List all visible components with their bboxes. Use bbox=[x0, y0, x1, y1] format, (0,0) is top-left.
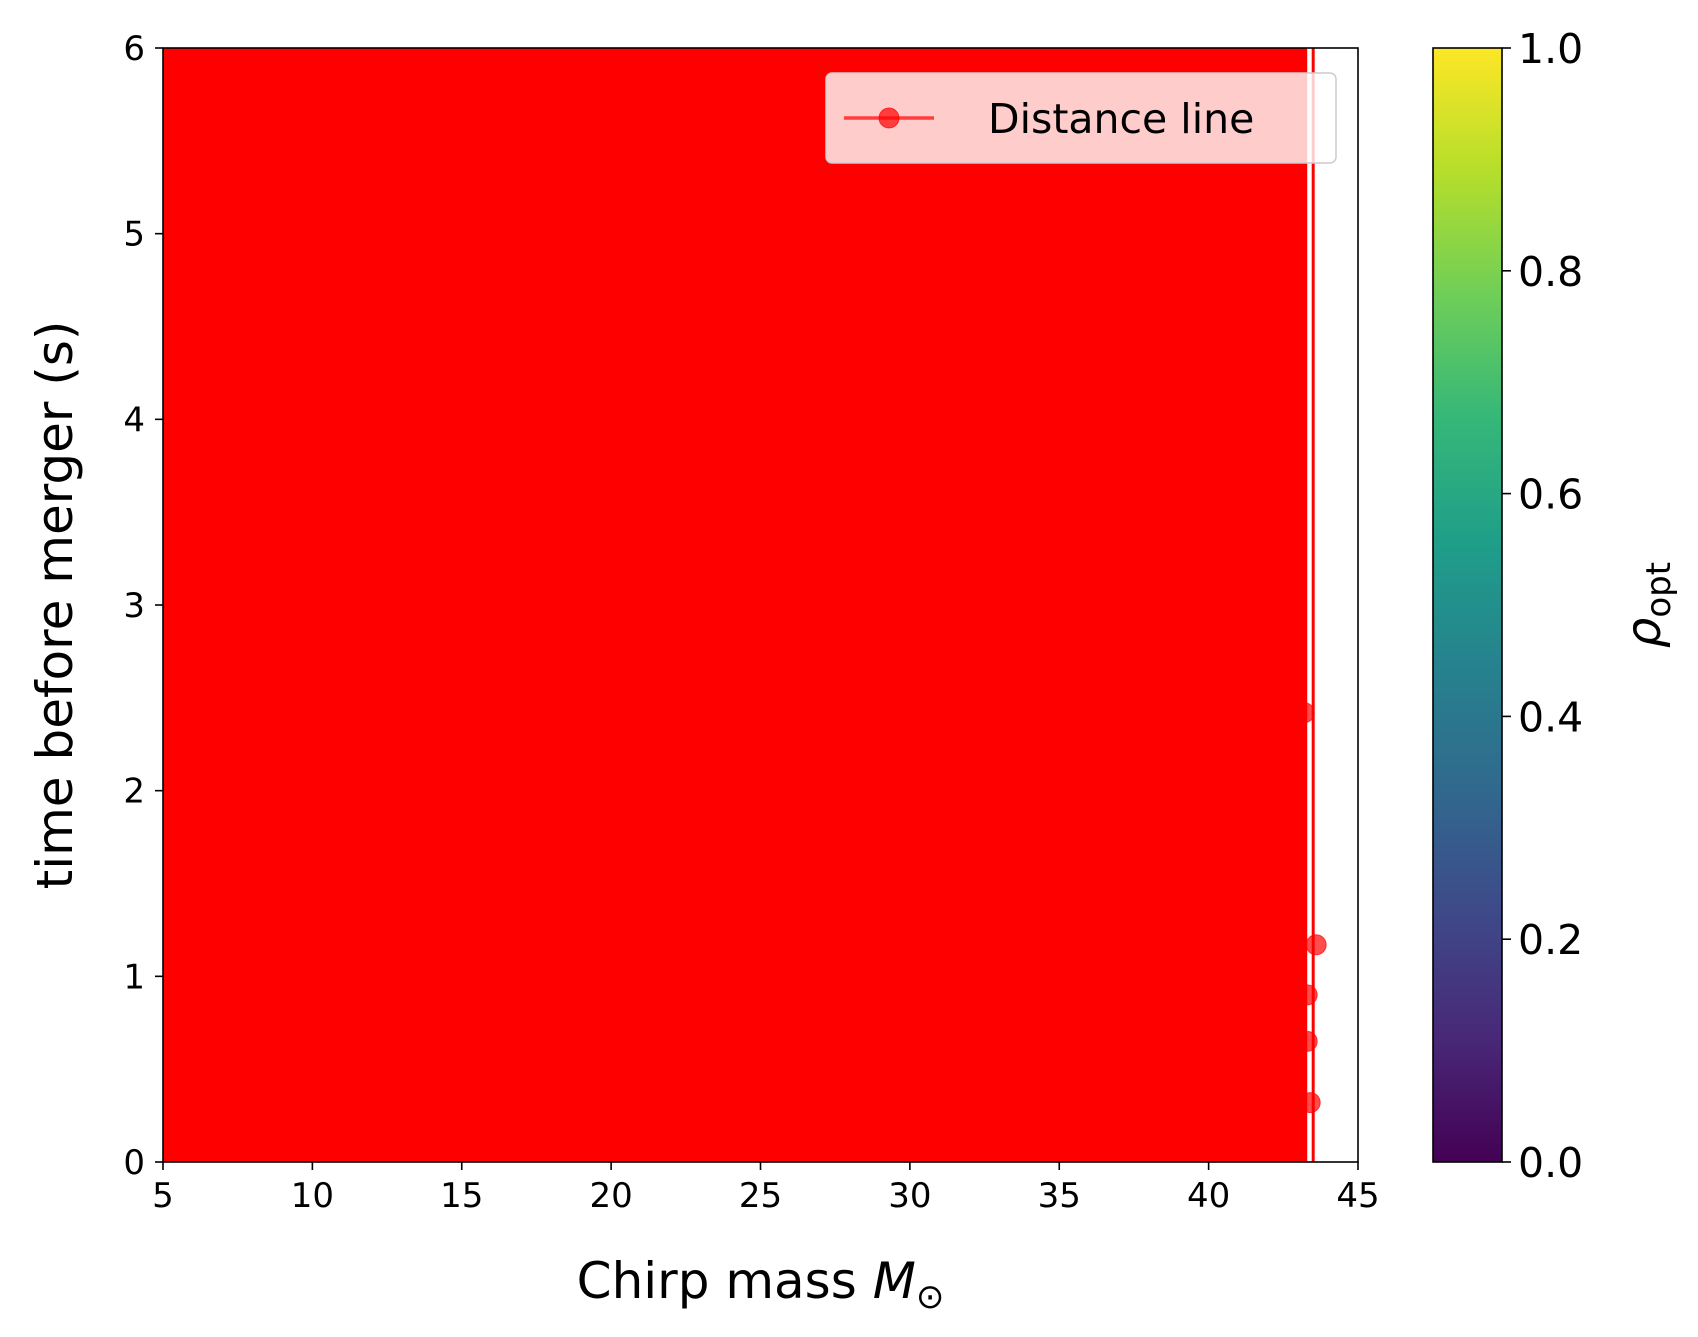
x-axis-label-subscript: ⊙ bbox=[916, 1277, 945, 1317]
x-tick-label: 5 bbox=[152, 1176, 174, 1216]
x-axis-label-symbol: M bbox=[873, 1252, 916, 1310]
y-tick-label: 2 bbox=[123, 772, 145, 812]
x-axis-label-text: Chirp mass bbox=[577, 1252, 873, 1310]
data-point bbox=[1293, 702, 1315, 724]
legend-label: Distance line bbox=[988, 95, 1254, 143]
y-tick-label: 5 bbox=[123, 215, 145, 255]
data-point bbox=[1296, 984, 1318, 1006]
colorbar-label-subscript: opt bbox=[1639, 562, 1679, 618]
colorbar-tick-label: 0.8 bbox=[1518, 248, 1583, 296]
legend-marker bbox=[878, 107, 900, 129]
plot-area bbox=[163, 48, 1327, 1162]
colorbar-tick-label: 0.6 bbox=[1518, 471, 1583, 519]
y-axis-label: time before merger (s) bbox=[26, 321, 84, 890]
x-tick-label: 30 bbox=[888, 1176, 931, 1216]
x-tick-label: 35 bbox=[1038, 1176, 1081, 1216]
colorbar-gradient bbox=[1432, 47, 1503, 1163]
colorbar: 0.0 0.2 0.4 0.6 0.8 1.0 ρopt bbox=[1432, 25, 1679, 1187]
x-tick-label: 40 bbox=[1187, 1176, 1230, 1216]
colorbar-tick-label: 0.2 bbox=[1518, 916, 1583, 964]
y-tick-label: 1 bbox=[123, 957, 145, 997]
x-tick-label: 15 bbox=[440, 1176, 483, 1216]
x-tick-label: 20 bbox=[589, 1176, 632, 1216]
colorbar-label-symbol: ρ bbox=[1616, 618, 1672, 648]
colorbar-label: ρopt bbox=[1616, 562, 1679, 648]
y-tick-label: 6 bbox=[123, 29, 145, 69]
x-tick-label: 10 bbox=[291, 1176, 334, 1216]
colorbar-tick-label: 1.0 bbox=[1518, 25, 1583, 73]
y-tick-label: 0 bbox=[123, 1143, 145, 1183]
colorbar-tick-label: 0.0 bbox=[1518, 1139, 1583, 1187]
data-point bbox=[1305, 934, 1327, 956]
filled-region bbox=[163, 48, 1308, 1162]
y-tick-label: 3 bbox=[123, 586, 145, 626]
legend-box bbox=[825, 72, 1337, 164]
y-tick-label: 4 bbox=[123, 400, 145, 440]
x-tick-label: 25 bbox=[739, 1176, 782, 1216]
data-point bbox=[1299, 1092, 1321, 1114]
colorbar-tick-label: 0.4 bbox=[1518, 693, 1583, 741]
x-tick-label: 45 bbox=[1336, 1176, 1379, 1216]
x-axis-label: Chirp mass M⊙ bbox=[577, 1252, 945, 1317]
data-point bbox=[1296, 1030, 1318, 1052]
legend: Distance line bbox=[825, 72, 1337, 164]
